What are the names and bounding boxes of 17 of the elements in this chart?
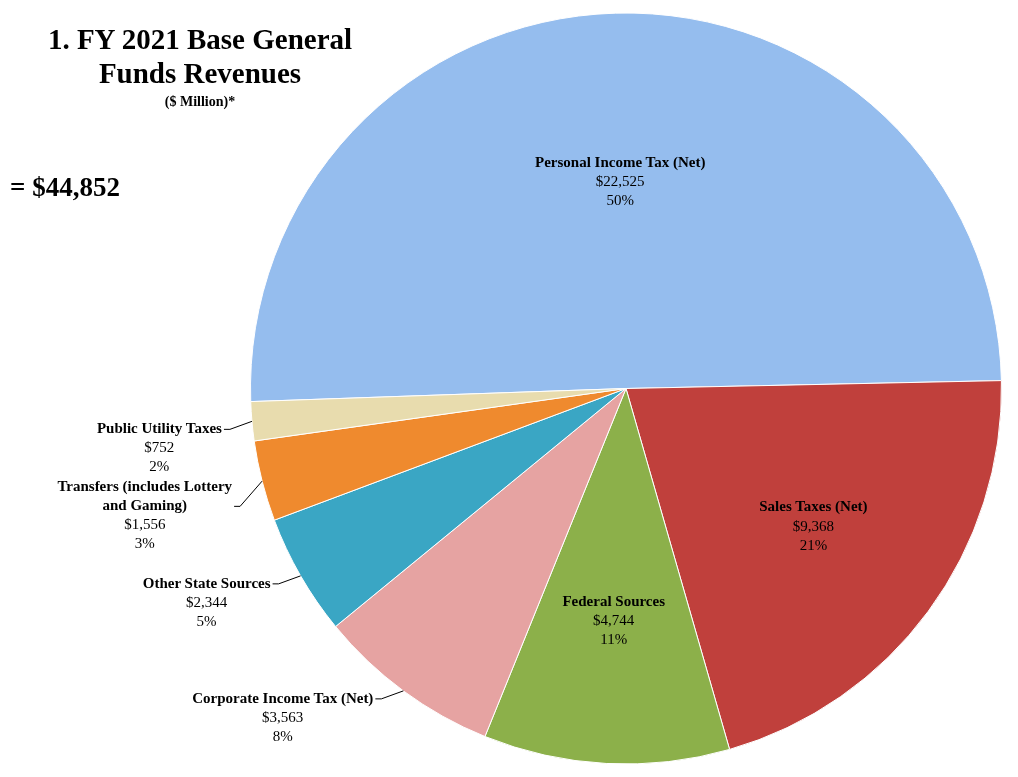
data-label: $3,563 8% (262, 708, 304, 744)
slice-label: Other State Sources (142, 574, 271, 591)
text: = $44,852 (10, 172, 120, 203)
data-label: $2,344 5% (185, 593, 228, 629)
data-label: $752 2% (144, 439, 175, 475)
data-label: $9,368 21% (792, 517, 835, 553)
text: 1. FY 2021 Base General Funds Revenues (46, 22, 354, 90)
data-label: $1,556 3% (124, 516, 166, 552)
slice-label: Transfers (includes Lottery and Gaming) (57, 478, 233, 515)
data-label: $22,525 50% (595, 172, 645, 208)
text: ($ Million)* (163, 94, 237, 110)
slice-label: Corporate Income Tax (Net) (192, 689, 374, 707)
data-label: $4,744 11% (593, 611, 635, 647)
slice-label: Federal Sources (562, 592, 666, 609)
slice-label: Public Utility Taxes (96, 420, 223, 437)
slice-label: Personal Income Tax (Net) (535, 153, 706, 171)
slice-label: Sales Taxes (Net) (759, 498, 868, 516)
